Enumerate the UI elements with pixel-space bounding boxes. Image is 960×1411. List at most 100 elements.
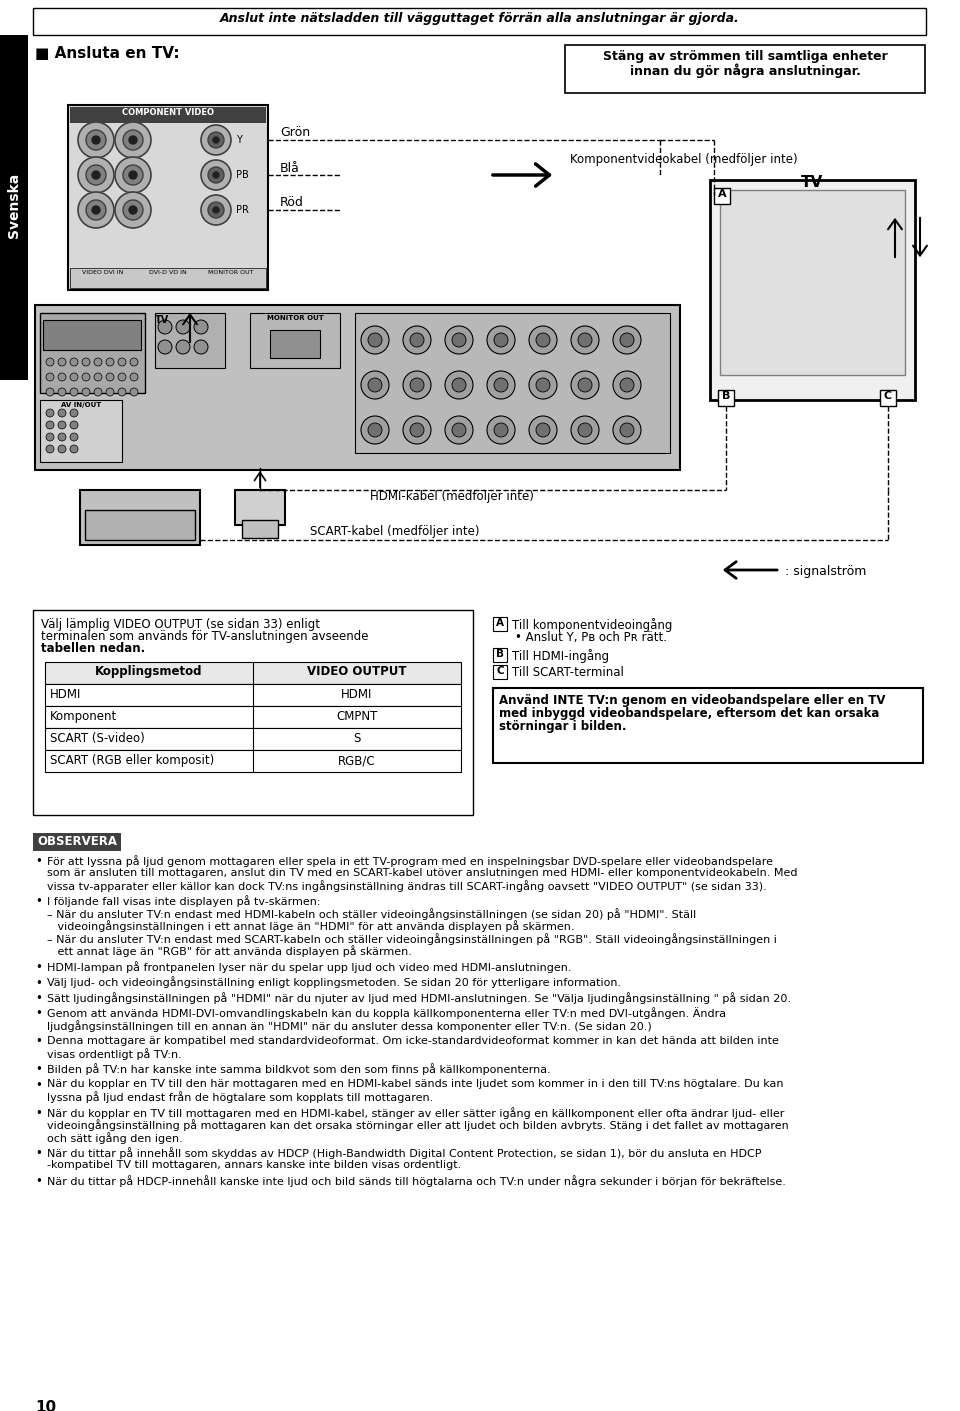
Bar bbox=[45, 706, 461, 728]
Text: Till komponentvideoingång: Till komponentvideoingång bbox=[512, 618, 672, 632]
Bar bbox=[45, 684, 461, 706]
Text: VIDEO OUTPUT: VIDEO OUTPUT bbox=[307, 665, 407, 679]
Circle shape bbox=[571, 416, 599, 444]
Circle shape bbox=[58, 444, 66, 453]
Circle shape bbox=[94, 358, 102, 365]
Circle shape bbox=[46, 444, 54, 453]
Circle shape bbox=[129, 171, 137, 179]
Bar bbox=[43, 320, 141, 350]
Text: MONITOR OUT: MONITOR OUT bbox=[267, 315, 324, 320]
Bar bbox=[718, 389, 734, 406]
Text: Sätt ljudingångsinställningen på "HDMI" när du njuter av ljud med HDMI-anslutnin: Sätt ljudingångsinställningen på "HDMI" … bbox=[47, 992, 791, 1003]
Text: C: C bbox=[496, 666, 504, 676]
Circle shape bbox=[445, 371, 473, 399]
Bar bbox=[85, 509, 195, 540]
Circle shape bbox=[620, 378, 634, 392]
Circle shape bbox=[208, 202, 224, 219]
Circle shape bbox=[529, 326, 557, 354]
Circle shape bbox=[487, 371, 515, 399]
Text: videoingångsinställningen i ett annat läge än "HDMI" för att använda displayen p: videoingångsinställningen i ett annat lä… bbox=[47, 920, 574, 933]
Circle shape bbox=[94, 388, 102, 396]
Text: CMPNT: CMPNT bbox=[336, 710, 377, 722]
Circle shape bbox=[106, 388, 114, 396]
Text: Anslut inte nätsladden till vägguttaget förrän alla anslutningar är gjorda.: Anslut inte nätsladden till vägguttaget … bbox=[220, 13, 740, 25]
Circle shape bbox=[620, 333, 634, 347]
Text: MONITOR OUT: MONITOR OUT bbox=[208, 270, 253, 275]
Circle shape bbox=[536, 333, 550, 347]
Circle shape bbox=[46, 433, 54, 442]
Text: C: C bbox=[884, 391, 892, 401]
Text: PR: PR bbox=[236, 205, 249, 214]
Text: Genom att använda HDMI-DVI-omvandlingskabeln kan du koppla källkomponenterna ell: Genom att använda HDMI-DVI-omvandlingska… bbox=[47, 1007, 726, 1019]
Text: •: • bbox=[35, 1036, 42, 1048]
Circle shape bbox=[613, 371, 641, 399]
Circle shape bbox=[46, 358, 54, 365]
Circle shape bbox=[70, 358, 78, 365]
Circle shape bbox=[571, 326, 599, 354]
Text: I följande fall visas inte displayen på tv-skärmen:: I följande fall visas inte displayen på … bbox=[47, 896, 321, 907]
Circle shape bbox=[92, 206, 100, 214]
Text: Använd INTE TV:n genom en videobandspelare eller en TV: Använd INTE TV:n genom en videobandspela… bbox=[499, 694, 885, 707]
Circle shape bbox=[78, 157, 114, 193]
Circle shape bbox=[46, 388, 54, 396]
Circle shape bbox=[410, 333, 424, 347]
Text: som är ansluten till mottagaren, anslut din TV med en SCART-kabel utöver anslutn: som är ansluten till mottagaren, anslut … bbox=[47, 868, 798, 878]
Circle shape bbox=[452, 423, 466, 437]
Circle shape bbox=[403, 326, 431, 354]
Circle shape bbox=[487, 416, 515, 444]
Text: Bilden på TV:n har kanske inte samma bildkvot som den som finns på källkomponent: Bilden på TV:n har kanske inte samma bil… bbox=[47, 1064, 551, 1075]
Bar bbox=[493, 689, 923, 763]
Circle shape bbox=[613, 326, 641, 354]
Bar bbox=[493, 617, 507, 631]
Circle shape bbox=[578, 378, 592, 392]
Circle shape bbox=[118, 373, 126, 381]
Circle shape bbox=[115, 192, 151, 229]
Bar bbox=[710, 181, 915, 399]
Text: När du tittar på innehåll som skyddas av HDCP (High-Bandwidth Digital Content Pr: När du tittar på innehåll som skyddas av… bbox=[47, 1147, 761, 1160]
Text: ■ Ansluta en TV:: ■ Ansluta en TV: bbox=[35, 47, 180, 61]
Circle shape bbox=[613, 416, 641, 444]
Bar bbox=[33, 8, 926, 35]
Text: A: A bbox=[718, 189, 727, 199]
Bar bbox=[355, 313, 670, 453]
Text: B: B bbox=[496, 649, 504, 659]
Text: •: • bbox=[35, 855, 42, 868]
Text: Denna mottagare är kompatibel med standardvideoformat. Om icke-standardvideoform: Denna mottagare är kompatibel med standa… bbox=[47, 1036, 779, 1046]
Circle shape bbox=[82, 388, 90, 396]
Bar bbox=[0, 35, 28, 380]
Circle shape bbox=[361, 326, 389, 354]
Circle shape bbox=[208, 133, 224, 148]
Text: •: • bbox=[35, 961, 42, 974]
Text: : signalström: : signalström bbox=[785, 564, 866, 579]
Text: DVI-D VD IN: DVI-D VD IN bbox=[149, 270, 187, 275]
Text: Svenska: Svenska bbox=[7, 172, 21, 237]
Circle shape bbox=[78, 192, 114, 229]
Circle shape bbox=[208, 166, 224, 183]
Bar bbox=[33, 610, 473, 816]
Bar bbox=[80, 490, 200, 545]
Circle shape bbox=[130, 388, 138, 396]
Bar bbox=[40, 399, 122, 461]
Circle shape bbox=[58, 420, 66, 429]
Text: 10: 10 bbox=[35, 1400, 56, 1411]
Text: •: • bbox=[35, 896, 42, 909]
Circle shape bbox=[452, 378, 466, 392]
Text: När du kopplar en TV till mottagaren med en HDMI-kabel, stänger av eller sätter : När du kopplar en TV till mottagaren med… bbox=[47, 1108, 784, 1119]
Circle shape bbox=[58, 433, 66, 442]
Text: Till HDMI-ingång: Till HDMI-ingång bbox=[512, 649, 610, 663]
Circle shape bbox=[536, 378, 550, 392]
Circle shape bbox=[70, 433, 78, 442]
Text: SCART (RGB eller komposit): SCART (RGB eller komposit) bbox=[50, 753, 214, 768]
Text: HDMI: HDMI bbox=[342, 689, 372, 701]
Circle shape bbox=[92, 171, 100, 179]
Text: • Anslut Y, Pʙ och Pʀ rätt.: • Anslut Y, Pʙ och Pʀ rätt. bbox=[515, 631, 667, 643]
Circle shape bbox=[410, 378, 424, 392]
Circle shape bbox=[130, 358, 138, 365]
Circle shape bbox=[452, 333, 466, 347]
Text: Till SCART-terminal: Till SCART-terminal bbox=[512, 666, 624, 679]
Text: och sätt igång den igen.: och sätt igång den igen. bbox=[47, 1132, 182, 1144]
Circle shape bbox=[129, 206, 137, 214]
Text: HDMI: HDMI bbox=[50, 689, 82, 701]
Circle shape bbox=[58, 388, 66, 396]
Circle shape bbox=[106, 358, 114, 365]
